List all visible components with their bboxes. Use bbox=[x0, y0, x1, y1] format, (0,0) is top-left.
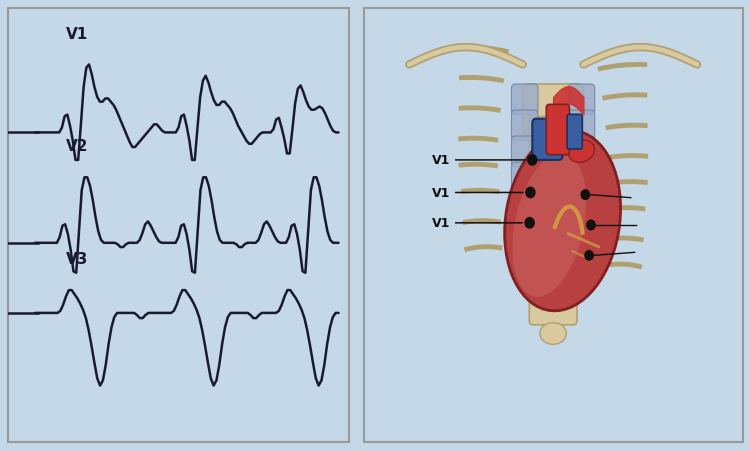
Circle shape bbox=[581, 190, 590, 200]
FancyBboxPatch shape bbox=[568, 111, 595, 141]
Ellipse shape bbox=[543, 163, 563, 180]
FancyBboxPatch shape bbox=[568, 85, 595, 115]
Circle shape bbox=[525, 218, 534, 229]
Text: V1: V1 bbox=[432, 187, 450, 199]
Ellipse shape bbox=[543, 304, 563, 321]
Circle shape bbox=[586, 221, 596, 230]
FancyBboxPatch shape bbox=[568, 137, 595, 167]
Ellipse shape bbox=[540, 323, 566, 345]
FancyBboxPatch shape bbox=[512, 111, 538, 141]
FancyBboxPatch shape bbox=[568, 189, 595, 219]
Circle shape bbox=[585, 251, 593, 261]
Ellipse shape bbox=[543, 219, 563, 236]
FancyBboxPatch shape bbox=[512, 85, 538, 115]
Text: V1: V1 bbox=[65, 27, 88, 41]
Ellipse shape bbox=[543, 191, 563, 208]
Ellipse shape bbox=[543, 247, 563, 264]
Ellipse shape bbox=[512, 154, 586, 297]
FancyBboxPatch shape bbox=[530, 117, 577, 325]
Circle shape bbox=[526, 188, 535, 198]
FancyBboxPatch shape bbox=[512, 137, 538, 167]
Text: V2: V2 bbox=[65, 139, 88, 154]
Circle shape bbox=[528, 155, 537, 166]
FancyBboxPatch shape bbox=[523, 85, 584, 137]
Ellipse shape bbox=[568, 141, 595, 163]
FancyBboxPatch shape bbox=[568, 163, 595, 193]
FancyBboxPatch shape bbox=[512, 215, 538, 245]
Text: V3: V3 bbox=[65, 252, 88, 267]
Ellipse shape bbox=[543, 134, 563, 152]
FancyBboxPatch shape bbox=[512, 241, 538, 271]
FancyBboxPatch shape bbox=[532, 120, 562, 161]
Text: V1: V1 bbox=[432, 154, 450, 167]
FancyBboxPatch shape bbox=[568, 241, 595, 271]
Text: V1: V1 bbox=[432, 217, 450, 230]
FancyBboxPatch shape bbox=[568, 215, 595, 245]
FancyBboxPatch shape bbox=[512, 163, 538, 193]
FancyBboxPatch shape bbox=[512, 189, 538, 219]
Ellipse shape bbox=[505, 131, 620, 311]
Ellipse shape bbox=[543, 106, 563, 124]
Ellipse shape bbox=[543, 275, 563, 293]
FancyBboxPatch shape bbox=[546, 105, 569, 155]
FancyBboxPatch shape bbox=[567, 115, 582, 150]
